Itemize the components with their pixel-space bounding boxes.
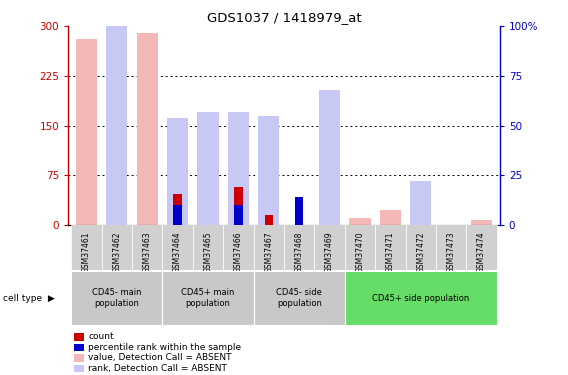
Text: GSM37467: GSM37467 bbox=[264, 232, 273, 273]
Bar bbox=[380, 210, 401, 225]
Text: GSM37464: GSM37464 bbox=[173, 232, 182, 273]
Bar bbox=[173, 194, 182, 225]
Bar bbox=[253, 271, 345, 325]
Bar bbox=[253, 225, 284, 270]
Bar bbox=[466, 225, 497, 270]
Bar bbox=[71, 271, 162, 325]
Bar bbox=[197, 190, 219, 225]
Bar bbox=[319, 180, 340, 225]
Bar bbox=[136, 33, 158, 225]
Bar bbox=[410, 181, 432, 225]
Bar bbox=[345, 271, 497, 325]
Bar bbox=[102, 225, 132, 270]
Bar bbox=[406, 225, 436, 270]
Bar bbox=[234, 187, 243, 225]
Text: GSM37472: GSM37472 bbox=[416, 232, 425, 273]
Text: GSM37471: GSM37471 bbox=[386, 232, 395, 273]
Text: CD45- main
population: CD45- main population bbox=[92, 288, 141, 308]
Bar bbox=[162, 225, 193, 270]
Title: GDS1037 / 1418979_at: GDS1037 / 1418979_at bbox=[207, 11, 361, 24]
Bar bbox=[258, 192, 279, 225]
Text: CD45- side
population: CD45- side population bbox=[276, 288, 322, 308]
Bar bbox=[193, 225, 223, 270]
Bar bbox=[197, 112, 219, 225]
Text: GSM37473: GSM37473 bbox=[446, 232, 456, 273]
Text: CD45+ main
population: CD45+ main population bbox=[181, 288, 235, 308]
Text: GSM37461: GSM37461 bbox=[82, 232, 91, 273]
Text: GSM37474: GSM37474 bbox=[477, 232, 486, 273]
Bar bbox=[228, 112, 249, 225]
Text: CD45+ side population: CD45+ side population bbox=[372, 294, 469, 303]
Text: GSM37463: GSM37463 bbox=[143, 232, 152, 273]
Bar bbox=[375, 225, 406, 270]
Bar bbox=[258, 116, 279, 225]
Text: GSM37468: GSM37468 bbox=[295, 232, 304, 273]
Text: percentile rank within the sample: percentile rank within the sample bbox=[88, 343, 241, 352]
Bar bbox=[71, 225, 102, 270]
Text: count: count bbox=[88, 332, 114, 341]
Bar bbox=[471, 220, 492, 225]
Bar bbox=[295, 197, 303, 225]
Bar bbox=[106, 76, 127, 225]
Text: cell type  ▶: cell type ▶ bbox=[3, 294, 55, 303]
Bar bbox=[319, 90, 340, 225]
Text: GSM37470: GSM37470 bbox=[356, 232, 365, 273]
Text: rank, Detection Call = ABSENT: rank, Detection Call = ABSENT bbox=[88, 364, 227, 373]
Bar bbox=[173, 205, 182, 225]
Bar bbox=[234, 205, 243, 225]
Text: GSM37465: GSM37465 bbox=[203, 232, 212, 273]
Bar bbox=[132, 225, 162, 270]
Bar bbox=[349, 218, 371, 225]
Text: GSM37466: GSM37466 bbox=[234, 232, 243, 273]
Bar bbox=[265, 215, 273, 225]
Text: value, Detection Call = ABSENT: value, Detection Call = ABSENT bbox=[88, 353, 232, 362]
Bar bbox=[284, 225, 315, 270]
Bar bbox=[436, 225, 466, 270]
Bar bbox=[167, 118, 188, 225]
Bar bbox=[223, 225, 253, 270]
Text: GSM37469: GSM37469 bbox=[325, 232, 334, 273]
Text: GSM37462: GSM37462 bbox=[112, 232, 122, 273]
Bar bbox=[76, 39, 97, 225]
Bar bbox=[315, 225, 345, 270]
Bar bbox=[295, 215, 303, 225]
Bar bbox=[162, 271, 253, 325]
Bar bbox=[106, 0, 127, 225]
Bar bbox=[345, 225, 375, 270]
